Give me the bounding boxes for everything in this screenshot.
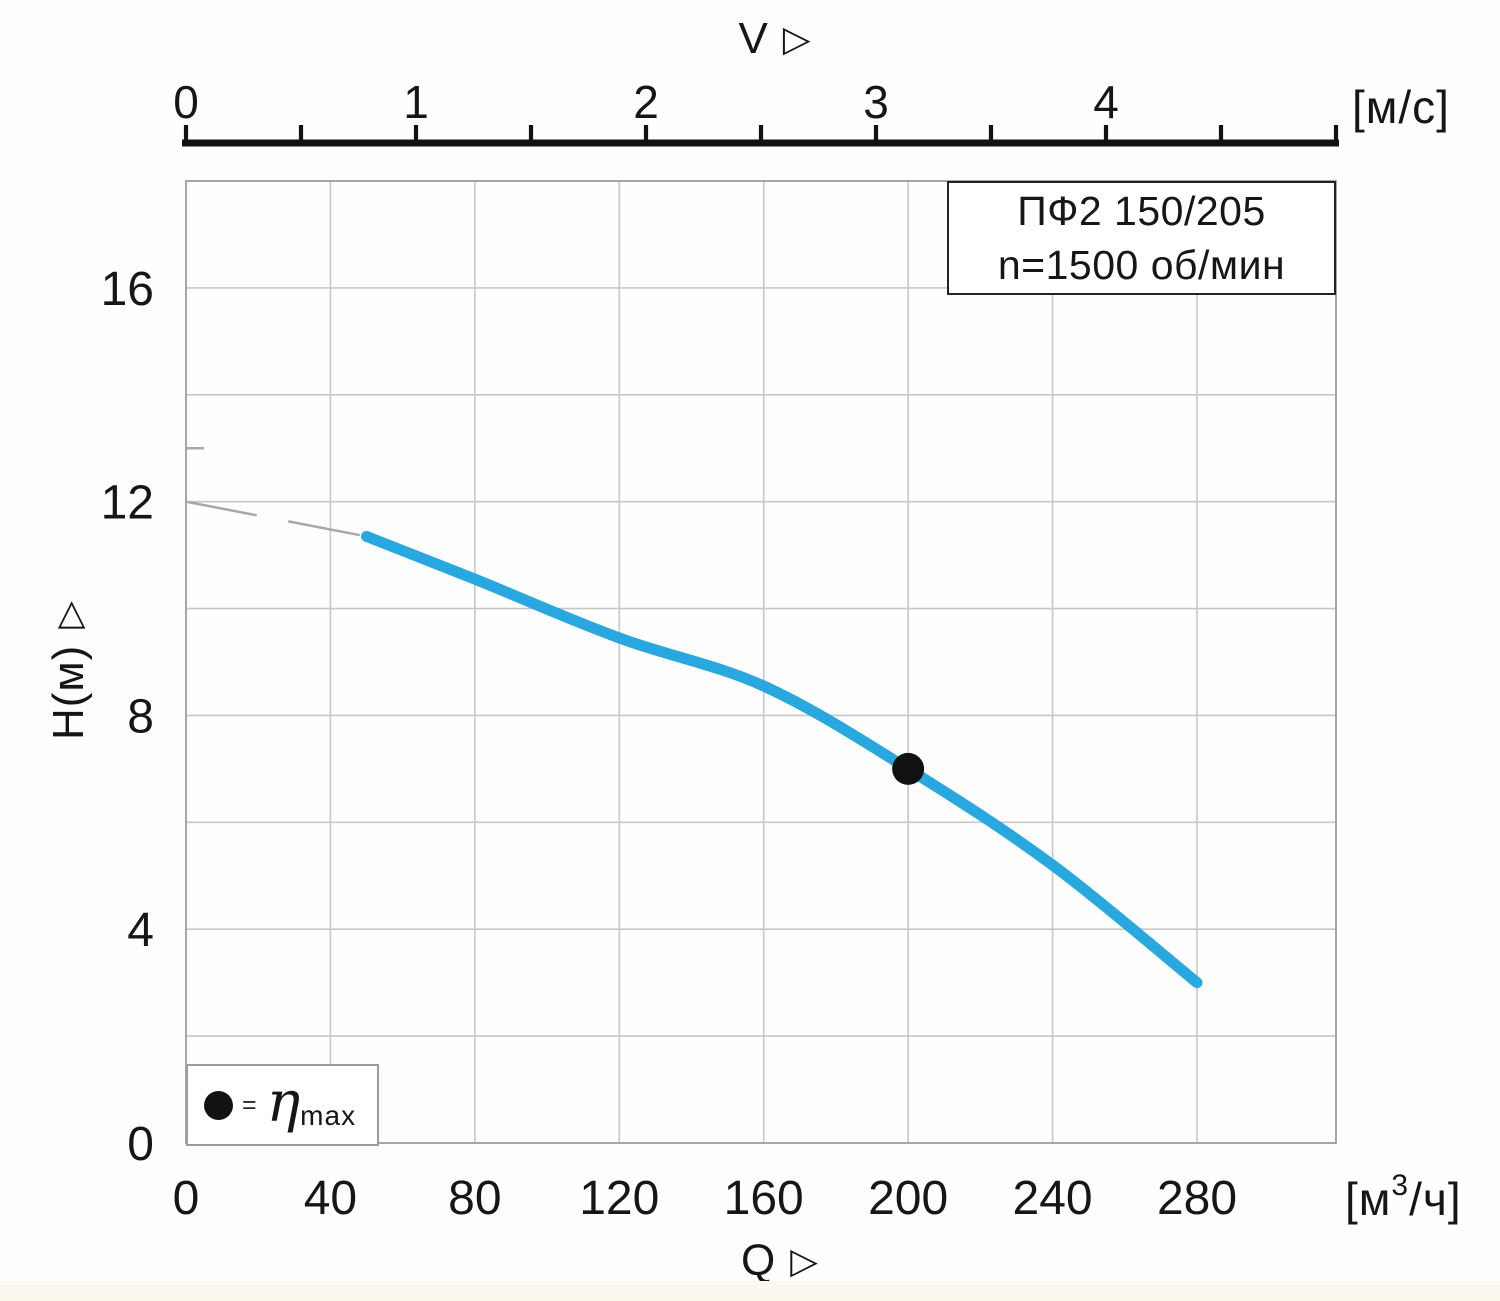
- bottom-axis-tick-label: 240: [1013, 1172, 1093, 1225]
- bottom-axis-tick-label: 160: [724, 1172, 804, 1225]
- right-arrow-icon: ▷: [782, 19, 812, 60]
- plot-frame: [185, 180, 1337, 1144]
- bottom-axis-tick-label: 280: [1157, 1172, 1237, 1225]
- scan-edge-strip: [0, 1281, 1500, 1301]
- up-arrow-icon: ▷: [49, 599, 90, 629]
- left-axis-tick-label: 4: [127, 904, 154, 957]
- top-axis-tick-label: 4: [1093, 76, 1119, 128]
- bottom-axis-unit-sup: 3: [1391, 1169, 1410, 1202]
- top-axis-title: V ▷: [690, 14, 860, 64]
- bottom-axis-tick-label: 40: [304, 1172, 357, 1225]
- pump-speed: n=1500 об/мин: [997, 242, 1286, 288]
- left-axis-tick-label: 8: [127, 690, 154, 743]
- eta-subscript: max: [300, 1100, 357, 1131]
- efficiency-dot-icon: [204, 1090, 233, 1120]
- right-arrow-icon: ▷: [790, 1241, 819, 1282]
- legend-equals: =: [242, 1090, 257, 1119]
- left-axis-title: H(м) ▷: [41, 565, 97, 775]
- top-axis-tick-label: 3: [863, 76, 889, 128]
- best-efficiency-marker: [892, 752, 925, 785]
- pump-model-box: ПФ2 150/205 n=1500 об/мин: [947, 181, 1336, 295]
- bottom-axis-unit: [м3/ч]: [1345, 1169, 1462, 1226]
- top-axis-unit: [м/с]: [1352, 81, 1450, 133]
- pump-curve: [361, 530, 1203, 989]
- bottom-axis-title-text: Q: [741, 1236, 777, 1285]
- left-axis-tick-label: 0: [127, 1118, 154, 1171]
- bottom-axis-unit-suffix: /ч]: [1409, 1173, 1462, 1225]
- eta-symbol: η: [266, 1070, 301, 1135]
- bottom-axis-title: Q ▷: [695, 1236, 865, 1286]
- left-axis-tick-label: 16: [101, 263, 154, 316]
- bottom-axis-tick-label: 120: [579, 1172, 659, 1225]
- top-axis-tick-label: 0: [173, 76, 199, 128]
- top-axis-tick-label: 2: [633, 76, 659, 128]
- left-axis-tick-label: 12: [101, 477, 154, 530]
- left-axis-title-text: H(м): [44, 644, 93, 741]
- bottom-axis-unit-prefix: [м: [1345, 1173, 1392, 1225]
- legend-box: = η max: [186, 1064, 379, 1146]
- top-axis-title-text: V: [738, 14, 769, 63]
- bottom-axis-tick-label: 200: [868, 1172, 948, 1225]
- top-axis-tick-label: 1: [403, 76, 429, 128]
- pump-model: ПФ2 150/205: [1017, 187, 1266, 234]
- bottom-axis-tick-label: 80: [448, 1172, 501, 1225]
- bottom-axis-tick-label: 0: [173, 1172, 200, 1225]
- dashed-extrapolation-line: [184, 500, 368, 538]
